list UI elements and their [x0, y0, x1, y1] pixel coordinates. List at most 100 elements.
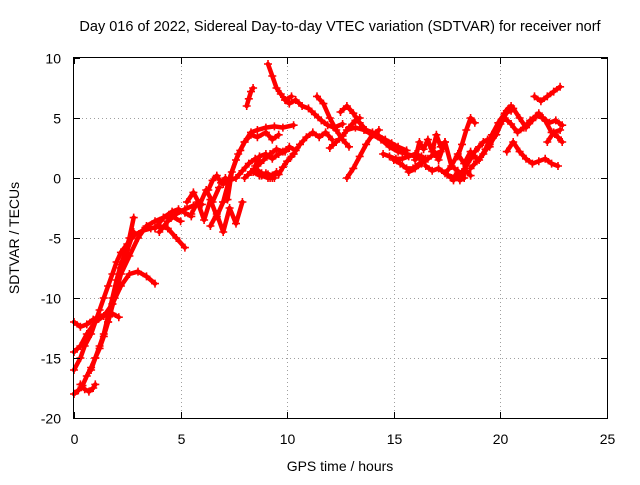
- data-point: [342, 174, 351, 182]
- data-point: [168, 207, 177, 216]
- x-tick-label: 15: [387, 431, 403, 447]
- data-point: [554, 162, 562, 170]
- data-point: [242, 102, 251, 110]
- data-point: [304, 104, 313, 113]
- data-point: [338, 120, 347, 128]
- data-point: [206, 195, 215, 204]
- data-point: [270, 174, 279, 182]
- data-series-track-16: [223, 128, 283, 204]
- data-point: [500, 114, 509, 122]
- data-point: [313, 92, 321, 101]
- data-point: [332, 126, 341, 134]
- data-point: [325, 114, 334, 122]
- y-tick-label: -5: [49, 231, 62, 247]
- data-point: [315, 133, 324, 142]
- data-series-track-50: [543, 126, 565, 146]
- data-point: [285, 99, 294, 108]
- data-point: [507, 120, 516, 128]
- data-point: [151, 224, 159, 233]
- data-point: [219, 228, 228, 236]
- data-point: [74, 386, 83, 395]
- data-point: [287, 92, 296, 101]
- y-axis-label: SDTVAR / TECUs: [6, 182, 22, 294]
- data-point: [466, 154, 475, 163]
- data-point: [227, 168, 236, 176]
- data-point: [417, 159, 426, 168]
- data-point: [509, 138, 518, 146]
- data-point: [95, 306, 104, 314]
- data-point: [249, 84, 258, 92]
- data-point: [355, 152, 364, 161]
- data-point: [108, 270, 117, 278]
- data-point: [180, 205, 189, 214]
- data-point: [558, 121, 567, 130]
- data-point: [76, 322, 85, 331]
- data-point: [325, 144, 334, 152]
- data-point: [163, 224, 172, 233]
- x-tick-label: 0: [71, 431, 79, 447]
- data-point: [125, 252, 134, 260]
- data-point: [276, 90, 285, 98]
- data-point: [180, 243, 189, 252]
- data-point: [462, 162, 471, 170]
- data-point: [281, 96, 290, 104]
- data-point: [377, 135, 385, 144]
- data-series-track-41: [453, 114, 479, 161]
- data-series-track-24: [264, 60, 296, 104]
- data-point: [336, 108, 345, 116]
- data-point: [223, 195, 232, 204]
- data-point: [458, 140, 466, 149]
- data-point: [232, 219, 240, 228]
- data-point: [112, 258, 121, 266]
- data-point: [321, 128, 330, 137]
- data-point: [110, 294, 119, 302]
- tick-layer: 0 5 10 15 20 25 -20 -15 -10 -5 0 5 10: [41, 51, 616, 448]
- data-point: [125, 234, 134, 242]
- data-series-track-48: [509, 104, 567, 146]
- data-point: [466, 114, 475, 122]
- data-point: [278, 123, 287, 132]
- data-point: [515, 147, 524, 156]
- data-point: [80, 342, 89, 350]
- data-point: [87, 366, 96, 374]
- data-point: [244, 94, 253, 103]
- data-point: [247, 168, 255, 176]
- data-point: [530, 92, 539, 101]
- data-point: [255, 152, 264, 161]
- data-point: [80, 385, 89, 394]
- data-point: [349, 164, 358, 173]
- data-point: [104, 318, 113, 326]
- data-series-track-45: [485, 102, 516, 151]
- data-point: [462, 126, 471, 134]
- data-point: [253, 126, 262, 134]
- data-point: [296, 140, 304, 149]
- data-layer: [70, 60, 567, 398]
- data-point: [415, 138, 424, 146]
- data-series-track-8: [151, 205, 196, 233]
- data-point: [368, 130, 377, 139]
- data-point: [234, 150, 243, 158]
- data-point: [453, 152, 462, 161]
- data-series-track-10: [183, 183, 223, 209]
- data-point: [515, 114, 524, 122]
- data-point: [91, 318, 100, 326]
- data-point: [549, 128, 558, 137]
- data-point: [212, 171, 221, 180]
- data-point: [264, 170, 272, 179]
- data-point: [319, 99, 328, 108]
- data-point: [212, 210, 221, 218]
- data-point: [549, 87, 558, 96]
- data-point: [502, 106, 511, 115]
- data-point: [142, 222, 151, 230]
- data-point: [129, 213, 138, 222]
- data-point: [551, 116, 560, 125]
- data-point: [204, 186, 213, 194]
- data-point: [502, 147, 511, 156]
- data-point: [142, 272, 151, 281]
- data-point: [513, 128, 522, 137]
- data-point: [541, 154, 550, 163]
- data-series-track-23: [247, 164, 279, 182]
- y-tick-label: 0: [53, 171, 61, 187]
- data-point: [261, 150, 270, 158]
- data-point: [82, 320, 91, 329]
